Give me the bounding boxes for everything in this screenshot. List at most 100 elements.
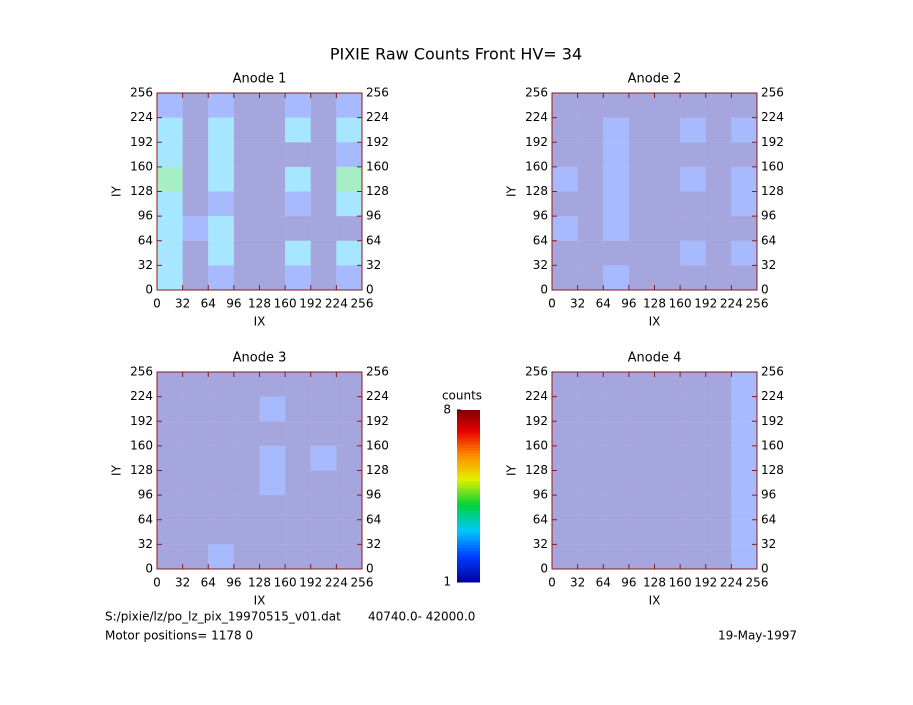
heat-cell bbox=[157, 93, 183, 118]
heat-cell bbox=[603, 396, 629, 422]
x-tick-label: 32 bbox=[570, 576, 585, 590]
colorbar-step bbox=[457, 510, 480, 514]
heat-cell bbox=[654, 396, 681, 422]
colorbar-step bbox=[457, 559, 480, 563]
heat-cell bbox=[259, 166, 286, 192]
heat-cell bbox=[705, 117, 732, 143]
footer-date: 19-May-1997 bbox=[718, 629, 797, 643]
colorbar-step bbox=[457, 475, 480, 480]
heat-cell bbox=[182, 544, 209, 569]
heat-cell bbox=[577, 519, 604, 545]
x-tick-label: 32 bbox=[175, 576, 190, 590]
x-tick-label: 224 bbox=[720, 576, 743, 590]
heat-cell bbox=[705, 396, 732, 422]
y-tick-label-right: 32 bbox=[366, 258, 381, 272]
heat-cell bbox=[336, 519, 362, 545]
x-tick-label: 256 bbox=[746, 576, 769, 590]
y-tick-label-right: 192 bbox=[366, 135, 389, 149]
heat-cell bbox=[552, 142, 578, 167]
heat-cell bbox=[577, 93, 604, 118]
heat-cell bbox=[705, 445, 732, 471]
colorbar-step bbox=[457, 447, 480, 451]
y-tick-label-right: 0 bbox=[366, 562, 374, 576]
heat-cell bbox=[208, 216, 234, 241]
heat-cell bbox=[680, 519, 706, 545]
y-tick-label-right: 192 bbox=[761, 135, 784, 149]
y-tick-label-right: 96 bbox=[761, 209, 776, 223]
heat-cell bbox=[182, 240, 209, 266]
y-tick-label: 96 bbox=[138, 209, 153, 223]
heat-cell bbox=[285, 372, 311, 397]
heat-cell bbox=[705, 372, 732, 397]
heat-cell bbox=[259, 396, 286, 422]
heat-cell bbox=[705, 495, 732, 520]
heat-cell bbox=[654, 470, 681, 496]
heat-cell bbox=[577, 166, 604, 192]
heat-cell bbox=[285, 117, 311, 143]
footer-range: 40740.0- 42000.0 bbox=[368, 610, 475, 624]
heat-cell bbox=[654, 544, 681, 569]
heat-cell bbox=[628, 216, 655, 241]
heat-cell bbox=[157, 240, 183, 266]
heat-cell bbox=[157, 216, 183, 241]
heat-cell bbox=[628, 519, 655, 545]
x-tick-label: 160 bbox=[669, 576, 692, 590]
heat-cell bbox=[731, 445, 757, 471]
heat-cell bbox=[310, 519, 337, 545]
heat-cell bbox=[285, 142, 311, 167]
y-tick-label: 256 bbox=[130, 86, 153, 100]
heat-cell bbox=[285, 93, 311, 118]
heat-cell bbox=[654, 166, 681, 192]
heat-cell bbox=[705, 142, 732, 167]
colorbar-step bbox=[457, 481, 480, 486]
y-tick-label: 192 bbox=[130, 414, 153, 428]
y-tick-label: 32 bbox=[533, 258, 548, 272]
colorbar-step bbox=[457, 524, 480, 529]
heat-cell bbox=[259, 93, 286, 118]
colorbar-step bbox=[457, 496, 480, 500]
heat-cell bbox=[731, 166, 757, 192]
heat-cell bbox=[157, 544, 183, 569]
x-tick-label: 192 bbox=[694, 576, 717, 590]
x-tick-label: 96 bbox=[226, 576, 241, 590]
heat-cell bbox=[680, 265, 706, 290]
y-tick-label-right: 96 bbox=[366, 488, 381, 502]
colorbar-step bbox=[457, 427, 480, 431]
heat-cell bbox=[285, 166, 311, 192]
heat-cell bbox=[577, 265, 604, 290]
heat-cell bbox=[680, 142, 706, 167]
y-axis-label: IY bbox=[110, 464, 124, 476]
y-axis-label: IY bbox=[505, 185, 519, 197]
heat-cell bbox=[259, 495, 286, 520]
y-tick-label-right: 192 bbox=[761, 414, 784, 428]
heat-cell bbox=[157, 470, 183, 496]
y-tick-label: 0 bbox=[145, 562, 153, 576]
heat-cell bbox=[654, 240, 681, 266]
y-tick-label: 128 bbox=[525, 184, 548, 198]
heat-cell bbox=[208, 519, 234, 545]
x-tick-label: 224 bbox=[325, 576, 348, 590]
heat-cell bbox=[233, 93, 260, 118]
heat-cell bbox=[603, 240, 629, 266]
heat-cell bbox=[552, 421, 578, 446]
x-tick-label: 160 bbox=[669, 297, 692, 311]
heat-cell bbox=[552, 544, 578, 569]
y-tick-label-right: 128 bbox=[761, 184, 784, 198]
y-tick-label-right: 256 bbox=[761, 365, 784, 379]
heat-cell bbox=[603, 191, 629, 217]
heat-cell bbox=[603, 544, 629, 569]
heat-cell bbox=[233, 166, 260, 192]
colorbar-step bbox=[457, 567, 480, 572]
x-tick-label: 256 bbox=[351, 576, 374, 590]
panel-title: Anode 1 bbox=[233, 72, 287, 87]
y-tick-label: 96 bbox=[533, 488, 548, 502]
heat-cell bbox=[628, 142, 655, 167]
heat-cell bbox=[552, 445, 578, 471]
heat-cell bbox=[285, 216, 311, 241]
colorbar-step bbox=[457, 410, 480, 414]
y-tick-label: 32 bbox=[138, 258, 153, 272]
heat-cell bbox=[577, 495, 604, 520]
heat-cell bbox=[603, 265, 629, 290]
colorbar-label: counts bbox=[442, 389, 482, 403]
